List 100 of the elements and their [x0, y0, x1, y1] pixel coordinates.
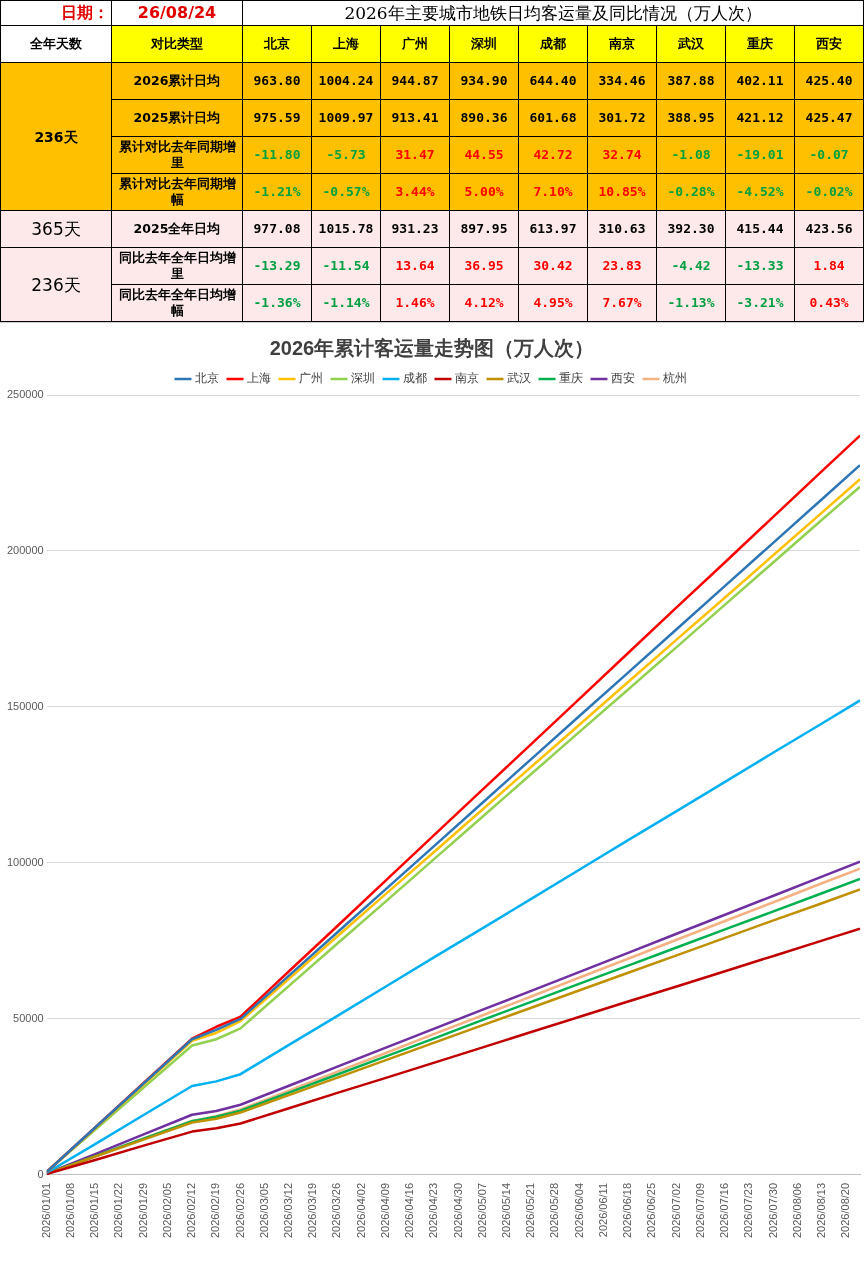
x-tick-label: 2026/05/14 — [500, 1182, 513, 1239]
text: -1.36% — [253, 295, 301, 310]
category-label: 同比去年全年日均增里 — [118, 250, 236, 281]
text: -1.08 — [671, 147, 711, 162]
category-label: 2025累计日均 — [133, 110, 221, 125]
text: 26/08/24 — [111, 0, 243, 26]
text: 1004.24 — [318, 73, 374, 88]
x-tick-label: 2026/01/22 — [112, 1182, 125, 1239]
legend-label: 成都 — [403, 371, 427, 386]
x-tick-label: 2026/05/28 — [548, 1182, 561, 1239]
x-tick-label: 2026/07/09 — [693, 1182, 706, 1239]
x-tick-label: 2026/04/09 — [378, 1182, 391, 1239]
text: 5.00% — [464, 184, 504, 199]
x-tick-label: 2026/05/21 — [524, 1182, 537, 1239]
category-label: 北京 — [242, 25, 312, 63]
text: -4.52% — [736, 184, 784, 199]
text: -0.57% — [322, 184, 370, 199]
text: 0.43% — [809, 295, 849, 310]
text: 601.68 — [529, 110, 577, 125]
x-tick-label: 2026/03/19 — [306, 1182, 319, 1239]
x-tick-label: 2026/07/16 — [718, 1182, 731, 1239]
text: 897.95 — [460, 221, 508, 236]
legend-label: 深圳 — [351, 371, 375, 386]
text: 42.72 — [533, 147, 573, 162]
text: 日期： — [0, 0, 112, 26]
text: 44.55 — [464, 147, 504, 162]
x-tick-label: 2026/02/26 — [233, 1182, 246, 1239]
x-tick-label: 2026/08/06 — [790, 1182, 803, 1239]
text: -0.07 — [809, 147, 849, 162]
x-tick-label: 2026/03/05 — [257, 1182, 270, 1239]
x-tick-label: 2026/02/12 — [185, 1182, 198, 1239]
category-label: 同比去年全年日均增幅 — [118, 287, 236, 318]
x-tick-label: 2026/06/04 — [572, 1182, 585, 1239]
text: 30.42 — [533, 258, 573, 273]
category-label: 365天 — [31, 219, 81, 239]
text: 23.83 — [602, 258, 642, 273]
category-label: 上海 — [311, 25, 381, 63]
text: 10.85% — [598, 184, 646, 199]
x-tick-label: 2026/04/16 — [403, 1182, 416, 1239]
x-tick-label: 2026/07/30 — [766, 1182, 779, 1239]
category-label: 西安 — [794, 25, 864, 63]
text: 2026年主要城市地铁日均客运量及同比情况（万人次） — [242, 0, 864, 26]
y-tick-label: 50000 — [13, 1011, 44, 1024]
x-tick-label: 2026/08/13 — [814, 1182, 827, 1239]
text: -0.02% — [805, 184, 853, 199]
x-tick-label: 2026/04/02 — [354, 1182, 367, 1239]
text: -1.14% — [322, 295, 370, 310]
x-tick-label: 2026/01/15 — [88, 1182, 101, 1239]
x-tick-label: 2026/04/23 — [427, 1182, 440, 1239]
text: 890.36 — [460, 110, 508, 125]
text: 913.41 — [391, 110, 439, 125]
legend-label: 杭州 — [662, 371, 687, 386]
text: -11.54 — [322, 258, 370, 273]
text: 31.47 — [395, 147, 435, 162]
text: 415.44 — [736, 221, 784, 236]
category-label: 2025全年日均 — [133, 221, 221, 236]
text: -19.01 — [736, 147, 784, 162]
text: 32.74 — [602, 147, 642, 162]
category-label: 成都 — [518, 25, 588, 63]
text: 402.11 — [736, 73, 784, 88]
x-tick-label: 2026/02/05 — [160, 1182, 173, 1239]
text: 4.95% — [533, 295, 573, 310]
category-label: 累计对比去年同期增幅 — [118, 176, 236, 207]
text: 310.63 — [598, 221, 646, 236]
text: 975.59 — [253, 110, 301, 125]
x-tick-label: 2026/06/25 — [645, 1182, 658, 1239]
text: 423.56 — [805, 221, 853, 236]
text: 4.12% — [464, 295, 504, 310]
text: -4.42 — [671, 258, 711, 273]
x-tick-label: 2026/06/11 — [596, 1182, 609, 1238]
text: -0.28% — [667, 184, 715, 199]
text: 3.44% — [395, 184, 435, 199]
text: -1.13% — [667, 295, 715, 310]
text: 387.88 — [667, 73, 715, 88]
x-tick-label: 2026/03/26 — [330, 1182, 343, 1239]
x-tick-label: 2026/08/20 — [839, 1182, 852, 1239]
legend-label: 上海 — [247, 371, 271, 386]
text: 963.80 — [253, 73, 301, 88]
text: 644.40 — [529, 73, 577, 88]
text: 944.87 — [391, 73, 439, 88]
text: 7.10% — [533, 184, 573, 199]
text: 301.72 — [598, 110, 646, 125]
category-label: 南京 — [587, 25, 657, 63]
text: 421.12 — [736, 110, 784, 125]
y-tick-label: 250000 — [6, 388, 44, 401]
text: 1.46% — [395, 295, 435, 310]
x-tick-label: 2026/06/18 — [621, 1182, 634, 1239]
x-tick-label: 2026/05/07 — [475, 1182, 488, 1239]
category-label: 重庆 — [725, 25, 795, 63]
category-label: 广州 — [380, 25, 450, 63]
legend-label: 重庆 — [559, 371, 583, 386]
x-tick-label: 2026/04/30 — [451, 1182, 464, 1239]
text: 425.47 — [805, 110, 853, 125]
legend-label: 武汉 — [507, 371, 531, 386]
legend-label: 西安 — [611, 371, 635, 386]
x-tick-label: 2026/02/19 — [209, 1182, 222, 1239]
category-label: 武汉 — [656, 25, 726, 63]
text: 392.30 — [667, 221, 715, 236]
text: 388.95 — [667, 110, 715, 125]
text: 613.97 — [529, 221, 577, 236]
